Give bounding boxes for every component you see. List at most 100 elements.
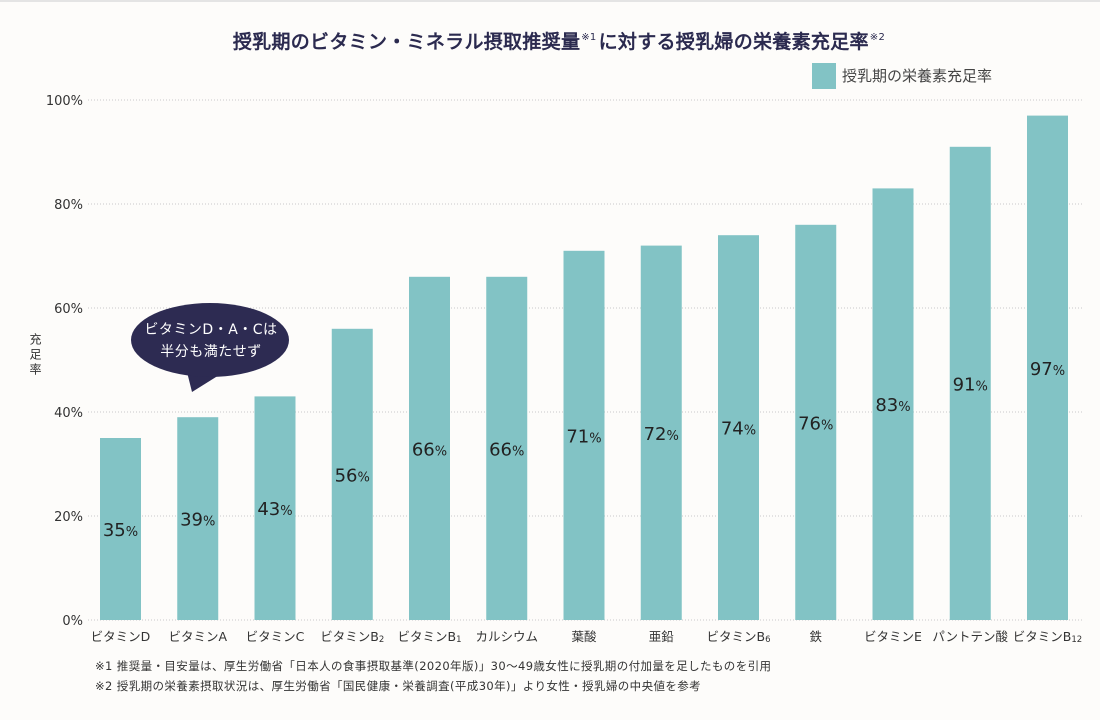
data-label-unit: %: [358, 470, 370, 485]
footnote-ref-2: ※2: [869, 32, 886, 43]
x-tick-label-subscript: 1: [456, 635, 461, 645]
data-label-value: 76: [798, 413, 821, 434]
data-label: 74%: [721, 419, 756, 440]
x-tick-label: ビタミンA: [168, 629, 227, 644]
bar: [254, 396, 296, 620]
x-axis-ticks: ビタミンD ビタミンA ビタミンC ビタミンB2 ビタミンB1 カルシウム 葉酸 亜鉛 ビタミン…: [91, 629, 1083, 645]
callout-line-1: ビタミンD・A・Cは: [144, 322, 277, 338]
data-label-unit: %: [126, 525, 138, 540]
y-tick-label: 40%: [54, 406, 83, 421]
data-label-unit: %: [667, 429, 679, 444]
bars: [100, 115, 1068, 621]
bar: [563, 250, 605, 621]
data-label-unit: %: [821, 418, 833, 433]
x-tick-label: ビタミンD: [91, 629, 151, 644]
bar: [486, 276, 528, 620]
bar: [872, 188, 914, 620]
y-tick-label: 0%: [62, 614, 83, 629]
x-tick-label-main: カルシウム: [475, 629, 538, 644]
bar: [177, 417, 219, 620]
y-tick-label: 80%: [54, 198, 83, 213]
footnote-ref-1: ※1: [581, 32, 597, 43]
legend-label: 授乳期の栄養素充足率: [842, 67, 992, 85]
data-label-value: 91: [953, 374, 976, 395]
data-label-unit: %: [512, 444, 524, 459]
x-tick-label: ビタミンB12: [1013, 629, 1082, 645]
footnote-1: ※1 推奨量・目安量は、厚生労働省「日本人の食事摂取基準(2020年版)」30〜…: [95, 659, 772, 673]
x-tick-label-main: ビタミンD: [91, 629, 151, 644]
bar: [949, 146, 991, 621]
data-label-unit: %: [898, 400, 910, 415]
data-label-value: 66: [489, 439, 512, 460]
callout-body: [131, 303, 289, 377]
x-tick-label-main: ビタミンB: [398, 629, 457, 644]
bar: [100, 438, 141, 620]
x-tick-label-main: ビタミンA: [168, 629, 227, 644]
x-tick-label: ビタミンC: [246, 629, 305, 644]
data-label-value: 39: [180, 510, 203, 531]
data-label: 72%: [644, 424, 679, 445]
x-tick-label: パントテン酸: [932, 629, 1008, 644]
data-label: 43%: [257, 499, 292, 520]
bar: [640, 245, 682, 620]
data-labels: 35%39%43%56%66% 66%71% 72% 74% 76%83%91%97%: [103, 359, 1065, 541]
x-tick-label: ビタミンB6: [707, 629, 771, 645]
data-label-value: 35: [103, 520, 126, 541]
data-label: 71%: [566, 426, 601, 447]
data-label: 66%: [412, 439, 447, 460]
data-label-unit: %: [744, 424, 756, 439]
x-tick-label-main: ビタミンC: [246, 629, 305, 644]
data-label-unit: %: [203, 515, 215, 530]
y-tick-label: 60%: [54, 302, 83, 317]
data-label: 66%: [489, 439, 524, 460]
x-tick-label: ビタミンE: [864, 629, 922, 644]
data-label-unit: %: [589, 431, 601, 446]
x-tick-label: 鉄: [809, 629, 822, 644]
bar: [409, 276, 450, 620]
data-label-value: 56: [335, 465, 358, 486]
data-label-unit: %: [1053, 364, 1065, 379]
legend: 授乳期の栄養素充足率: [812, 63, 992, 89]
footnotes: ※1 推奨量・目安量は、厚生労働省「日本人の食事摂取基準(2020年版)」30〜…: [95, 656, 771, 696]
data-label: 39%: [180, 510, 215, 531]
data-label: 97%: [1030, 359, 1065, 380]
x-tick-label: カルシウム: [475, 629, 538, 644]
data-label-value: 71: [566, 426, 589, 447]
y-tick-label: 100%: [46, 94, 83, 109]
data-label-value: 43: [257, 499, 280, 520]
callout-line-2: 半分も満たせず: [160, 344, 262, 360]
bar: [795, 224, 837, 621]
x-tick-label-main: 亜鉛: [649, 629, 675, 644]
callout-bubble: ビタミンD・A・Cは 半分も満たせず: [131, 303, 289, 392]
data-label-value: 74: [721, 419, 744, 440]
y-axis-ticks: 0% 20% 40% 60% 80% 100%: [46, 94, 83, 629]
x-tick-label: ビタミンB2: [320, 629, 384, 645]
data-label-unit: %: [976, 379, 988, 394]
top-border: [0, 0, 1100, 2]
legend-swatch: [812, 63, 836, 89]
chart-title: 授乳期のビタミン・ミネラル摂取推奨量※1 に対する授乳婦の栄養素充足率※2: [0, 27, 1100, 54]
data-label-value: 97: [1030, 359, 1053, 380]
chart-title-main: 授乳期のビタミン・ミネラル摂取推奨量: [232, 31, 581, 53]
x-tick-label-main: ビタミンE: [864, 629, 922, 644]
x-tick-label-subscript: 6: [765, 635, 770, 645]
x-tick-label: 葉酸: [571, 629, 597, 644]
data-label: 56%: [335, 465, 370, 486]
data-label: 76%: [798, 413, 833, 434]
x-tick-label-main: ビタミンB: [707, 629, 766, 644]
data-label: 35%: [103, 520, 138, 541]
footnote-2: ※2 授乳期の栄養素摂取状況は、厚生労働省「国民健康・栄養調査(平成30年)」よ…: [95, 679, 702, 693]
bar: [718, 235, 759, 620]
y-axis-title: 充足率: [28, 333, 42, 378]
x-tick-label-subscript: 2: [379, 635, 384, 645]
x-tick-label-main: 葉酸: [571, 629, 597, 644]
x-tick-label-main: ビタミンB: [1013, 629, 1072, 644]
data-label-value: 66: [412, 439, 435, 460]
y-tick-label: 20%: [54, 510, 83, 525]
x-tick-label-main: パントテン酸: [932, 629, 1008, 644]
x-tick-label-subscript: 12: [1071, 635, 1082, 645]
chart-title-rest: に対する授乳婦の栄養素充足率: [598, 31, 869, 53]
x-tick-label: ビタミンB1: [398, 629, 462, 645]
x-tick-label-main: 鉄: [809, 629, 822, 644]
